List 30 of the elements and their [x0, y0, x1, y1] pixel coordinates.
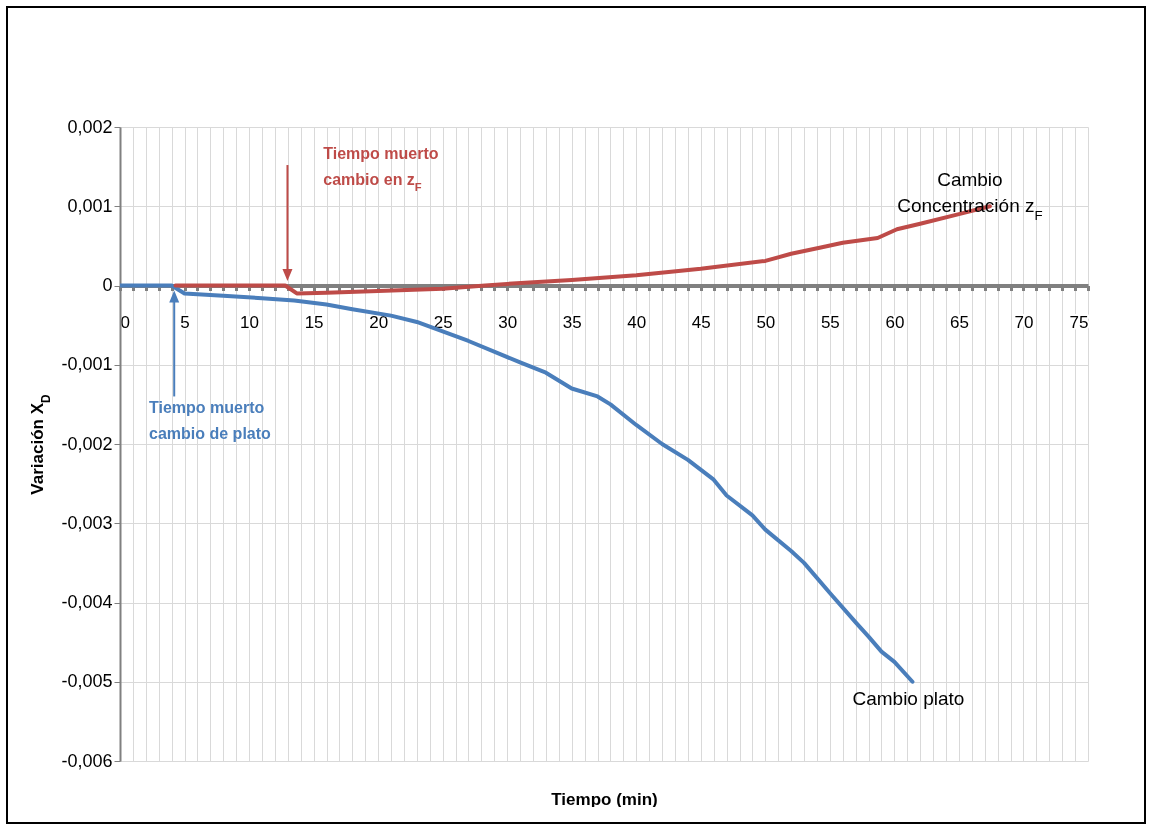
x-tick-label: 60 — [885, 313, 905, 332]
y-tick-label: -0,003 — [61, 512, 113, 533]
annotation: Tiempo muerto cambio en z$_{F}$ — [323, 145, 439, 194]
y-tick-label: 0 — [102, 275, 113, 295]
x-tick-label: 15 — [304, 313, 324, 332]
series-label: Cambio Concentración z$_{F}$ — [897, 169, 1043, 223]
x-tick-label: 40 — [627, 313, 647, 332]
x-tick-label: 30 — [498, 313, 518, 332]
x-tick-label: 50 — [756, 313, 776, 332]
y-tick-label: -0,002 — [61, 433, 113, 454]
x-tick-label: 65 — [949, 313, 969, 332]
x-tick-label: 10 — [240, 313, 260, 332]
y-tick-label: -0,006 — [61, 750, 113, 771]
x-tick-label: 20 — [369, 313, 389, 332]
line-series — [120, 283, 915, 684]
y-tick-label: -0,004 — [61, 592, 113, 612]
x-tick-label: 5 — [180, 313, 190, 332]
x-tick-label: 55 — [820, 313, 840, 332]
x-tick-label: 70 — [1014, 313, 1034, 332]
y-tick-label: 0,002 — [67, 116, 113, 137]
x-tick-label: 45 — [691, 313, 711, 332]
y-tick-label: 0,001 — [67, 195, 113, 216]
x-tick-label: 0 — [120, 313, 130, 332]
x-tick-label: 75 — [1069, 313, 1089, 332]
x-tick-label: 35 — [562, 313, 582, 332]
x-tick-label: 25 — [433, 313, 453, 332]
y-tick-label: -0,005 — [61, 671, 113, 692]
series-label: Cambio plato — [852, 687, 965, 709]
y-tick-label: -0,001 — [61, 354, 113, 375]
annotation: Tiempo muerto cambio de plato — [149, 398, 272, 442]
